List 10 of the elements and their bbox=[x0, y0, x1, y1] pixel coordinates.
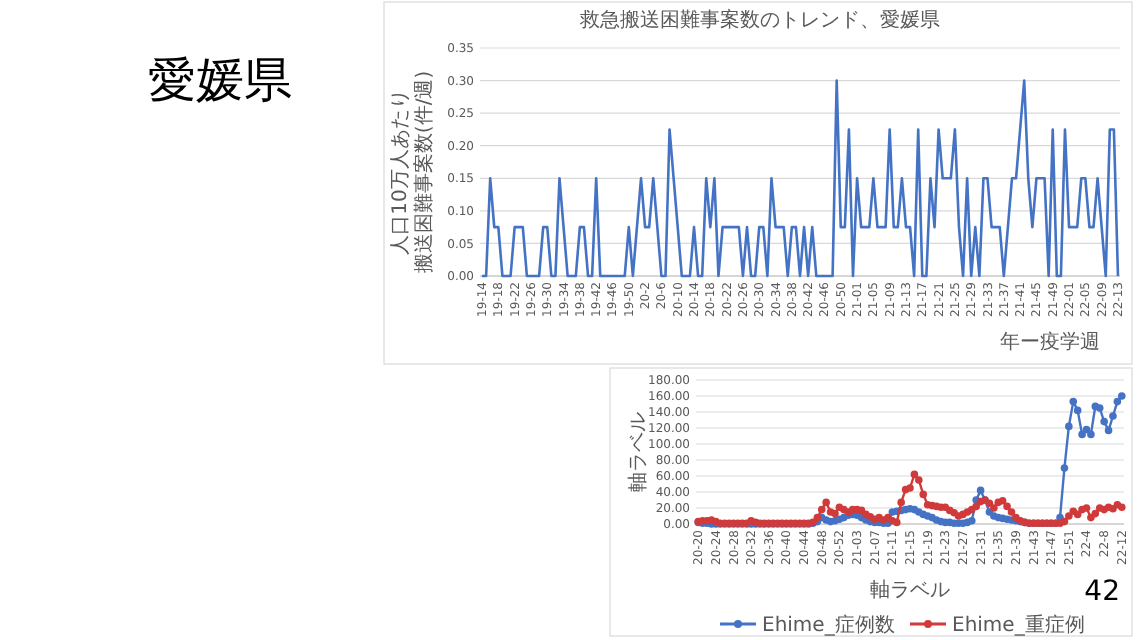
text: 42 bbox=[1084, 576, 1120, 608]
text: 愛媛県 bbox=[148, 52, 292, 108]
y-axis-title: 軸ラベル bbox=[626, 412, 650, 492]
y-axis-title: 人口10万人あたり搬送困難事案数(件/週) bbox=[390, 70, 436, 274]
x-axis-title: 軸ラベル bbox=[870, 578, 950, 602]
legend-label: Ehime_重症例 bbox=[952, 613, 1085, 637]
line-series bbox=[480, 79, 1120, 278]
chart-title: 救急搬送困難事案数のトレンド、愛媛県 bbox=[578, 8, 940, 32]
legend-label: Ehime_症例数 bbox=[762, 613, 895, 637]
x-axis-title: 年ー疫学週 bbox=[1000, 330, 1100, 354]
